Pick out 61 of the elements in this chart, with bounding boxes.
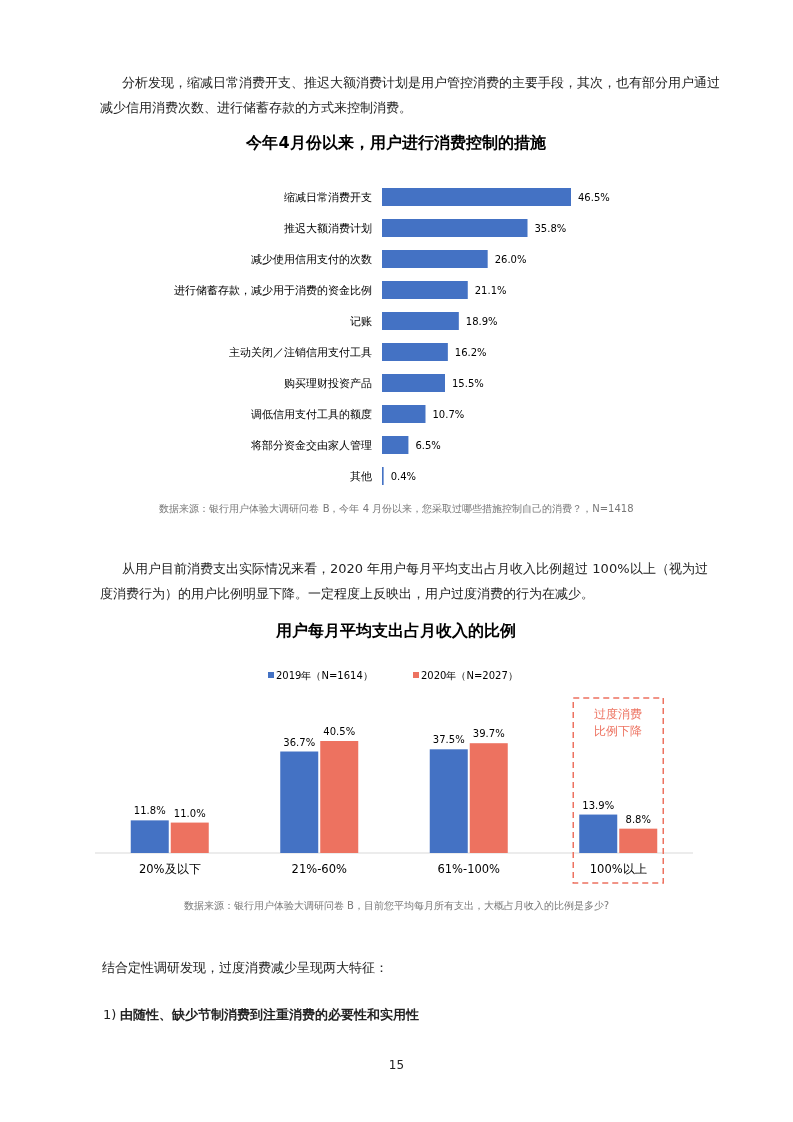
bar: [382, 281, 468, 299]
data-label: 21.1%: [474, 285, 507, 296]
text: 从用户目前消费支出实际情况来看，2020 年用户每月平均支出占月收入比例超过 100%以上（视为过度消费行为）的用户比例明显下降。一定程度上反映出，用户过度消费的行为在减少。: [100, 560, 709, 603]
y-tick-label: 减少使用信用支付的次数: [251, 253, 372, 266]
data-label: 46.5%: [578, 192, 610, 203]
source-note: 数据来源：银行用户体验大调研问卷 B，目前您平均每月所有支出，大概占月收入的比例是多少?: [182, 899, 611, 913]
text: 15: [387, 1057, 406, 1074]
chart-title: 今年4月份以来，用户进行消费控制的措施: [245, 133, 547, 152]
bar: [382, 436, 409, 454]
bar: [579, 814, 618, 853]
bar: [280, 751, 319, 853]
data-label: 6.5%: [415, 440, 441, 451]
legend-label: 2020年（N=2027）: [421, 670, 518, 681]
data-label: 13.9%: [582, 799, 615, 811]
x-tick-label: 20%及以下: [138, 862, 201, 876]
bar: [130, 820, 169, 853]
data-label: 39.7%: [472, 728, 505, 740]
data-label: 11.0%: [173, 807, 206, 819]
bar: [382, 188, 571, 206]
legend-label: 2019年（N=1614）: [276, 670, 373, 681]
data-label: 0.4%: [390, 471, 417, 482]
text: 1) 由随性、缺少节制消费到注重消费的必要性和实用性: [103, 1006, 421, 1024]
data-label: 37.5%: [432, 734, 465, 746]
bar: [382, 312, 459, 330]
data-label: 26.0%: [494, 254, 527, 265]
bar: [429, 749, 468, 853]
data-label: 10.7%: [432, 409, 465, 420]
data-label: 8.8%: [625, 813, 651, 825]
y-tick-label: 主动关闭／注销信用支付工具: [229, 346, 372, 359]
text: 结合定性调研发现，过度消费减少呈现两大特征：: [102, 959, 389, 977]
y-tick-label: 购买理财投资产品: [284, 377, 372, 390]
data-label: 36.7%: [283, 736, 316, 748]
bar: [320, 741, 359, 853]
bar: [382, 250, 488, 268]
chart-title: 用户每月平均支出占月收入的比例: [275, 621, 516, 640]
text: 分析发现，缩减日常消费开支、推迟大额消费计划是用户管控消费的主要手段，其次，也有部分用户通过减少信用消费次数、进行储蓄存款的方式来控制消费。: [100, 74, 720, 117]
x-tick-label: 100%以上: [589, 862, 647, 876]
bar: [382, 405, 426, 423]
y-tick-label: 进行储蓄存款，减少用于消费的资金比例: [174, 284, 372, 297]
data-label: 35.8%: [534, 223, 567, 234]
source-note: 数据来源：银行用户体验大调研问卷 B，今年 4 月份以来，您采取过哪些措施控制自己的消费？，N=1418: [158, 502, 635, 516]
bar: [382, 343, 448, 361]
y-tick-label: 记账: [350, 315, 372, 328]
data-label: 18.9%: [465, 316, 498, 327]
y-tick-label: 缩减日常消费开支: [284, 191, 372, 204]
bar: [382, 374, 445, 392]
bar: [469, 743, 508, 853]
bar: [170, 822, 209, 853]
y-tick-label: 将部分资金交由家人管理: [250, 439, 372, 452]
data-label: 11.8%: [133, 805, 166, 817]
y-tick-label: 其他: [350, 470, 372, 483]
x-tick-label: 21%-60%: [291, 862, 347, 876]
text: 过度消费比例下降: [594, 707, 643, 738]
data-label: 15.5%: [452, 378, 484, 389]
y-tick-label: 调低信用支付工具的额度: [251, 408, 372, 421]
bar: [619, 828, 658, 853]
y-tick-label: 推迟大额消费计划: [284, 222, 372, 235]
x-tick-label: 61%-100%: [437, 862, 501, 876]
bar: [382, 219, 528, 237]
data-label: 16.2%: [454, 347, 487, 358]
data-label: 40.5%: [323, 726, 356, 737]
